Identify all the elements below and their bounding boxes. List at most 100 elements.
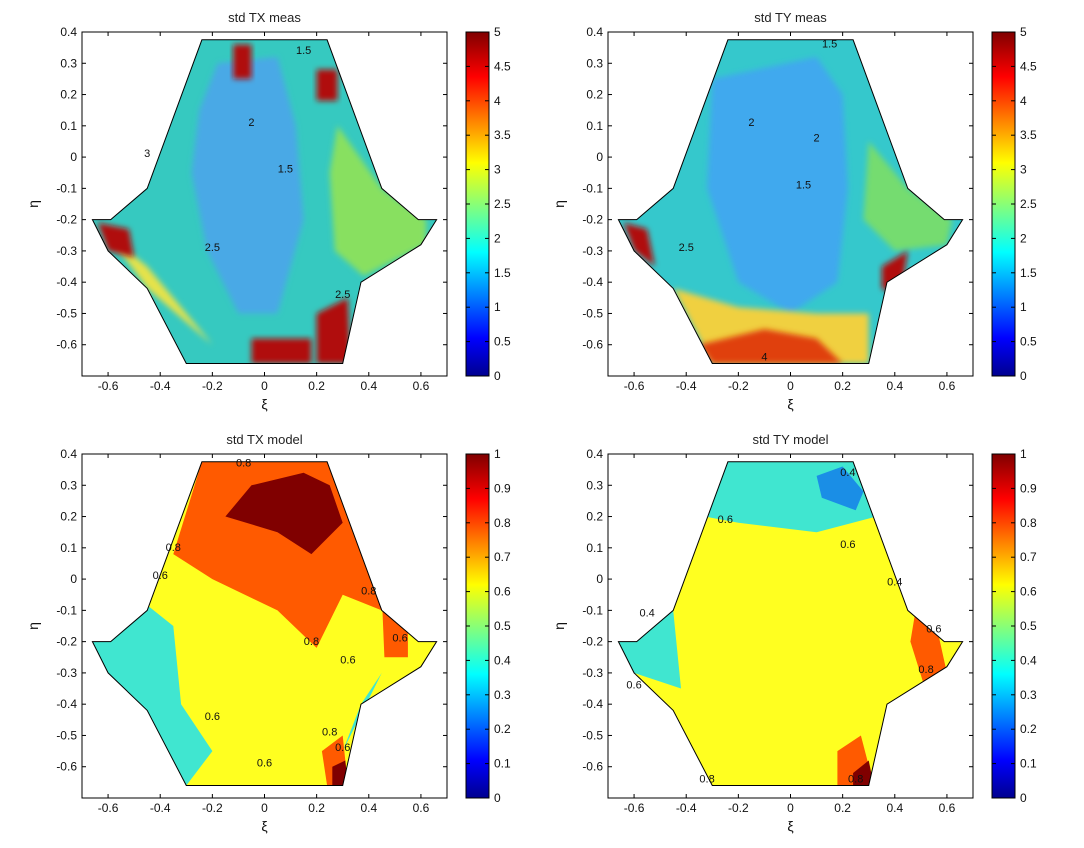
y-tick-label: 0.1: [586, 119, 603, 133]
x-tick-label: 0.2: [308, 379, 325, 393]
colorbar-tick-label: 2: [494, 231, 501, 245]
y-tick-label: -0.3: [56, 666, 77, 680]
colorbar-tick-label: 0.2: [494, 722, 511, 736]
y-tick-label: 0.2: [586, 510, 603, 524]
contour-region: [233, 44, 252, 79]
y-tick-label: -0.6: [582, 338, 603, 352]
colorbar-tick-label: 3.5: [1020, 128, 1037, 142]
y-tick-label: -0.5: [582, 728, 603, 742]
x-tick-label: 0: [787, 801, 794, 815]
contour-label: 2: [814, 132, 820, 144]
panel-std-ty-model: std TY model 0.4 0.6 0.6 0.4 0.4 0.6 0.8 0.6 0.8…: [551, 432, 1037, 834]
domain-outline: [91, 461, 438, 786]
x-tick-label: 0: [787, 379, 794, 393]
panel-std-tx-meas: std TX meas 21.52.52.531.5 -0.6 -0.4 -0.2 0…: [25, 10, 511, 412]
x-tick-label: 0.2: [834, 379, 851, 393]
colorbar: 5 4.5 4 3.5 3 2.5 2 1.5 1 0.5 0: [991, 25, 1037, 383]
y-tick-label: -0.4: [56, 275, 77, 289]
contour-label: 0.6: [335, 742, 350, 754]
y-tick-label: 0.1: [60, 119, 77, 133]
contour-label: 0.4: [887, 576, 902, 588]
colorbar-tick-label: 0.2: [1020, 722, 1037, 736]
x-tick-label: -0.6: [98, 379, 119, 393]
colorbar-tick-label: 2.5: [1020, 197, 1037, 211]
contour-label: 0.8: [361, 586, 376, 598]
y-tick-label: 0.2: [60, 510, 77, 524]
contour-region: [816, 466, 864, 511]
x-tick-label: 0.4: [886, 801, 903, 815]
contour-labels: 2 1.5 2 2.5 1.5 4: [679, 39, 838, 364]
contour-fill-area: [92, 461, 437, 786]
y-tick-label: -0.6: [56, 760, 77, 774]
y-tick-label: 0.2: [60, 88, 77, 102]
colorbar-tick-label: 0.7: [494, 550, 511, 564]
y-tick-label: -0.3: [56, 244, 77, 258]
colorbar-tick-label: 0.9: [1020, 481, 1037, 495]
x-tick-label: 0.2: [834, 801, 851, 815]
y-tick-label: 0.4: [586, 447, 603, 461]
colorbar: 1 0.9 0.8 0.7 0.6 0.5 0.4 0.3 0.2 0.1 0: [465, 447, 511, 805]
colorbar-ticks: 5 4.5 4 3.5 3 2.5 2 1.5 1 0.5 0: [466, 25, 511, 383]
contour-label: 2: [748, 117, 754, 129]
colorbar-ticks: 5 4.5 4 3.5 3 2.5 2 1.5 1 0.5 0: [992, 25, 1037, 383]
domain-outline: [91, 39, 438, 364]
colorbar-tick-label: 0.4: [1020, 653, 1037, 667]
contour-label: 0.6: [926, 623, 941, 635]
contour-label: 0.6: [392, 633, 407, 645]
domain-outline: [617, 39, 964, 364]
x-tick-label: -0.4: [676, 801, 697, 815]
x-tick-label: -0.4: [676, 379, 697, 393]
colorbar-tick-label: 0: [494, 369, 501, 383]
x-axis-label: ξ: [787, 818, 793, 834]
x-ticks: -0.6 -0.4 -0.2 0 0.2 0.4 0.6: [624, 32, 956, 393]
contour-label: 1.5: [278, 164, 293, 176]
contour-label: 0.8: [236, 458, 251, 470]
contour-region: [108, 235, 213, 345]
y-tick-label: -0.2: [56, 213, 77, 227]
y-tick-label: -0.3: [582, 666, 603, 680]
contour-region: [381, 594, 408, 658]
x-ticks: -0.6 -0.4 -0.2 0 0.2 0.4 0.6: [98, 32, 430, 393]
y-tick-label: 0.4: [586, 25, 603, 39]
x-tick-label: 0.4: [886, 379, 903, 393]
x-axis-label: ξ: [787, 396, 793, 412]
y-tick-label: -0.2: [56, 635, 77, 649]
x-ticks: -0.6 -0.4 -0.2 0 0.2 0.4 0.6: [624, 454, 956, 815]
contour-label: 3: [144, 148, 150, 160]
y-ticks: 0.4 0.3 0.2 0.1 0 -0.1 -0.2 -0.3 -0.4 -0.5 -0.6: [582, 447, 973, 774]
y-axis-label: η: [551, 622, 567, 630]
contour-label: 0.6: [340, 655, 355, 667]
colorbar-tick-label: 0: [494, 791, 501, 805]
y-tick-label: 0: [596, 150, 603, 164]
contour-label: 0.8: [848, 773, 863, 785]
colorbar-tick-label: 1: [494, 300, 501, 314]
y-tick-label: -0.5: [582, 306, 603, 320]
contour-region: [863, 141, 953, 251]
contour-region: [623, 222, 655, 267]
colorbar-tick-label: 0.3: [494, 688, 511, 702]
contour-region: [618, 610, 681, 689]
contour-label: 0.6: [205, 711, 220, 723]
contour-region: [853, 760, 874, 786]
chart-title: std TX meas: [228, 10, 301, 25]
colorbar-ticks: 1 0.9 0.8 0.7 0.6 0.5 0.4 0.3 0.2 0.1 0: [992, 447, 1037, 805]
y-tick-label: -0.1: [56, 181, 77, 195]
y-tick-label: -0.6: [56, 338, 77, 352]
contour-region: [251, 338, 312, 364]
x-tick-label: 0.4: [360, 379, 377, 393]
contour-region: [329, 125, 427, 276]
x-tick-label: 0.6: [939, 801, 956, 815]
y-tick-label: 0.3: [586, 478, 603, 492]
y-tick-label: 0.1: [60, 541, 77, 555]
colorbar-tick-label: 0.4: [494, 653, 511, 667]
colorbar-tick-label: 3.5: [494, 128, 511, 142]
contour-label: 2: [248, 117, 254, 129]
x-tick-label: -0.4: [150, 801, 171, 815]
colorbar-tick-label: 0: [1020, 791, 1027, 805]
colorbar: 5 4.5 4 3.5 3 2.5 2 1.5 1 0.5 0: [465, 25, 511, 383]
contour-labels: 2 1.5 2.5 2.5 3 1.5: [144, 45, 350, 301]
y-axis-label: η: [25, 622, 41, 630]
colorbar-tick-label: 2: [1020, 231, 1027, 245]
x-tick-label: -0.2: [728, 801, 749, 815]
